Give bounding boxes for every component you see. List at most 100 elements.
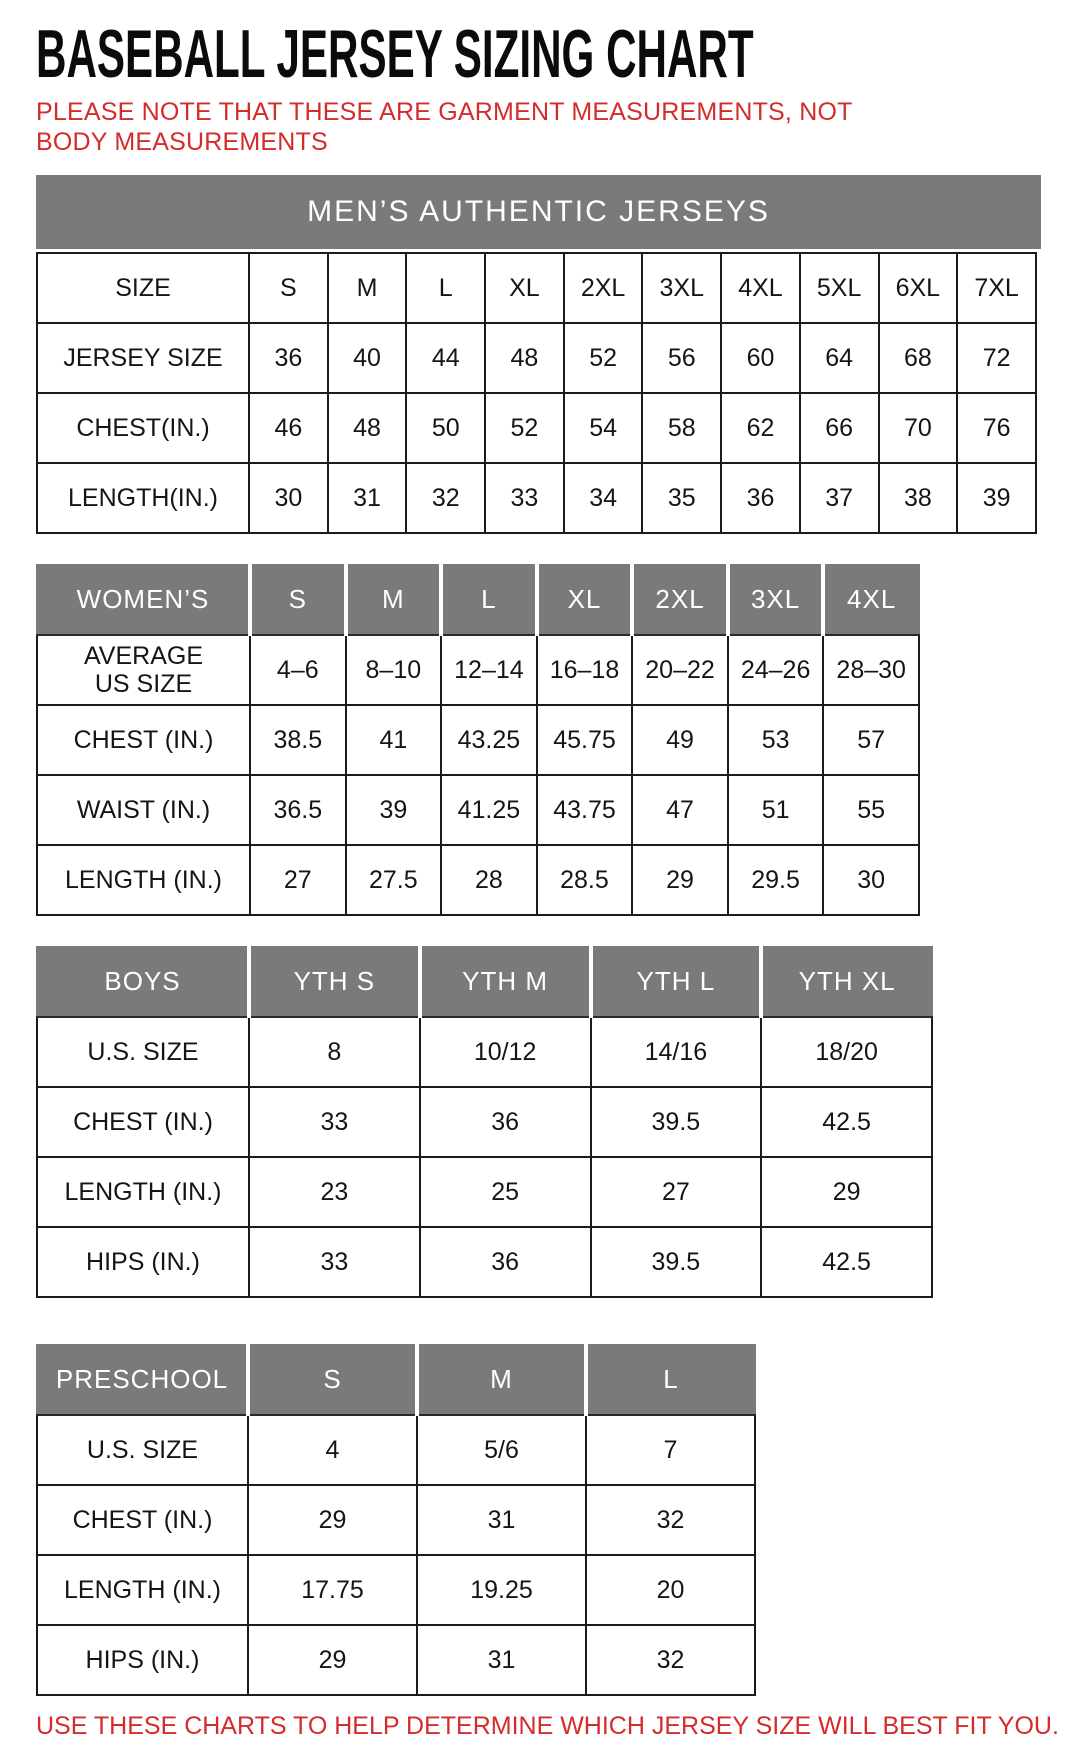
mens-cell: 6XL [877, 252, 959, 324]
womens-cell: 47 [631, 774, 729, 846]
boys-cell: 27 [589, 1156, 763, 1228]
mens-row: LENGTH(IN.) 30 31 32 33 34 35 36 37 38 39 [36, 462, 1037, 534]
womens-cell: 43.25 [440, 704, 538, 776]
womens-header-size: 2XL [631, 564, 730, 636]
womens-cell: 27 [249, 844, 347, 916]
preschool-row: HIPS (IN.) 29 31 32 [36, 1624, 756, 1696]
boys-cell: 25 [418, 1156, 592, 1228]
preschool-row: CHEST (IN.) 29 31 32 [36, 1484, 756, 1556]
footer-note: USE THESE CHARTS TO HELP DETERMINE WHICH… [36, 1712, 1059, 1740]
mens-cell: 72 [956, 322, 1037, 394]
mens-row: JERSEY SIZE 36 40 44 48 52 56 60 64 68 72 [36, 322, 1037, 394]
womens-cell: 20–22 [631, 634, 729, 706]
womens-cell: 57 [822, 704, 920, 776]
mens-row-label: LENGTH(IN.) [36, 462, 250, 534]
mens-cell: 50 [405, 392, 487, 464]
boys-header-row: BOYS YTH S YTH M YTH L YTH XL [36, 946, 933, 1018]
womens-cell: 30 [822, 844, 920, 916]
mens-cell: 48 [326, 392, 408, 464]
boys-cell: 33 [248, 1226, 421, 1298]
mens-row: CHEST(IN.) 46 48 50 52 54 58 62 66 70 76 [36, 392, 1037, 464]
mens-cell: 30 [248, 462, 329, 534]
preschool-row: LENGTH (IN.) 17.75 19.25 20 [36, 1554, 756, 1626]
mens-cell: 56 [641, 322, 723, 394]
preschool-cell: 29 [247, 1624, 418, 1696]
boys-cell: 23 [248, 1156, 421, 1228]
boys-header-size: YTH XL [760, 946, 933, 1018]
womens-cell: 29 [631, 844, 729, 916]
preschool-row-label: HIPS (IN.) [36, 1624, 249, 1696]
womens-cell: 51 [726, 774, 825, 846]
boys-cell: 39.5 [589, 1086, 763, 1158]
womens-row: CHEST (IN.) 38.5 41 43.25 45.75 49 53 57 [36, 704, 920, 776]
mens-cell: M [326, 252, 408, 324]
womens-header-row: WOMEN’S S M L XL 2XL 3XL 4XL [36, 564, 920, 636]
mens-cell: 3XL [641, 252, 723, 324]
boys-cell: 36 [418, 1226, 592, 1298]
mens-cell: 60 [720, 322, 801, 394]
preschool-header-row: PRESCHOOL S M L [36, 1344, 756, 1416]
mens-cell: 48 [484, 322, 565, 394]
mens-cell: S [248, 252, 329, 324]
boys-row: CHEST (IN.) 33 36 39.5 42.5 [36, 1086, 933, 1158]
mens-table: SIZE S M L XL 2XL 3XL 4XL 5XL 6XL 7XL JERSEY SIZE 36… [36, 252, 1037, 534]
preschool-cell: 29 [247, 1484, 418, 1556]
mens-cell: 38 [877, 462, 959, 534]
preschool-row: U.S. SIZE 4 5/6 7 [36, 1414, 756, 1486]
womens-cell: 36.5 [249, 774, 347, 846]
womens-row-label: WAIST (IN.) [36, 774, 251, 846]
womens-cell: 28–30 [822, 634, 920, 706]
mens-cell: 76 [956, 392, 1037, 464]
mens-cell: 2XL [562, 252, 644, 324]
preschool-header-size: L [585, 1344, 756, 1416]
womens-cell: 41 [344, 704, 443, 776]
womens-row-label: AVERAGE US SIZE [36, 634, 251, 706]
mens-cell: 33 [484, 462, 565, 534]
boys-cell: 42.5 [760, 1086, 933, 1158]
womens-cell: 8–10 [344, 634, 443, 706]
womens-row: AVERAGE US SIZE 4–6 8–10 12–14 16–18 20–22 24–2… [36, 634, 920, 706]
womens-header-size: M [344, 564, 444, 636]
mens-cell: 35 [641, 462, 723, 534]
mens-cell: 36 [248, 322, 329, 394]
boys-row-label: LENGTH (IN.) [36, 1156, 250, 1228]
mens-cell: 66 [798, 392, 880, 464]
mens-cell: 36 [720, 462, 801, 534]
boys-row: LENGTH (IN.) 23 25 27 29 [36, 1156, 933, 1228]
boys-cell: 39.5 [589, 1226, 763, 1298]
mens-table-banner: MEN’S AUTHENTIC JERSEYS [36, 175, 1041, 249]
boys-header-size: YTH M [418, 946, 593, 1018]
womens-cell: 55 [822, 774, 920, 846]
preschool-row-label: U.S. SIZE [36, 1414, 249, 1486]
mens-cell: 44 [405, 322, 487, 394]
womens-header-size: XL [535, 564, 635, 636]
mens-cell: 70 [877, 392, 959, 464]
mens-cell: 58 [641, 392, 723, 464]
garment-measurement-note: PLEASE NOTE THAT THESE ARE GARMENT MEASU… [36, 98, 853, 156]
page-title: BASEBALL JERSEY SIZING CHART [36, 16, 754, 92]
womens-cell: 53 [726, 704, 825, 776]
boys-cell: 33 [248, 1086, 421, 1158]
boys-header-size: YTH L [589, 946, 764, 1018]
mens-cell: 40 [326, 322, 408, 394]
mens-cell: 54 [562, 392, 644, 464]
preschool-table: PRESCHOOL S M L U.S. SIZE 4 5/6 7 CHEST (IN.) 29 3… [36, 1344, 756, 1696]
boys-row: U.S. SIZE 8 10/12 14/16 18/20 [36, 1016, 933, 1088]
mens-cell: 62 [720, 392, 801, 464]
womens-row: WAIST (IN.) 36.5 39 41.25 43.75 47 51 55 [36, 774, 920, 846]
mens-cell: 68 [877, 322, 959, 394]
mens-cell: 52 [562, 322, 644, 394]
womens-cell: 24–26 [726, 634, 825, 706]
boys-cell: 18/20 [760, 1016, 933, 1088]
mens-cell: 52 [484, 392, 565, 464]
preschool-cell: 20 [585, 1554, 756, 1626]
womens-cell: 4–6 [249, 634, 347, 706]
womens-cell: 28 [440, 844, 538, 916]
mens-cell: 4XL [720, 252, 801, 324]
boys-cell: 14/16 [589, 1016, 763, 1088]
preschool-cell: 31 [416, 1484, 587, 1556]
preschool-header-size: M [416, 1344, 588, 1416]
mens-cell: 5XL [798, 252, 880, 324]
womens-cell: 16–18 [535, 634, 634, 706]
mens-cell: L [405, 252, 487, 324]
